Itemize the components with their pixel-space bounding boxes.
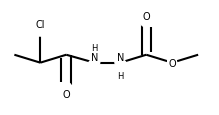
Circle shape — [33, 29, 48, 37]
Circle shape — [115, 60, 126, 66]
Text: O: O — [168, 58, 176, 68]
Circle shape — [62, 83, 71, 88]
Circle shape — [89, 60, 100, 66]
Circle shape — [168, 61, 177, 66]
Text: O: O — [62, 89, 70, 99]
Text: O: O — [142, 12, 150, 22]
Text: N: N — [117, 52, 124, 62]
Text: H: H — [117, 71, 124, 80]
Text: H: H — [91, 44, 97, 53]
Text: Cl: Cl — [35, 20, 45, 29]
Circle shape — [141, 22, 151, 27]
Text: N: N — [91, 52, 98, 62]
